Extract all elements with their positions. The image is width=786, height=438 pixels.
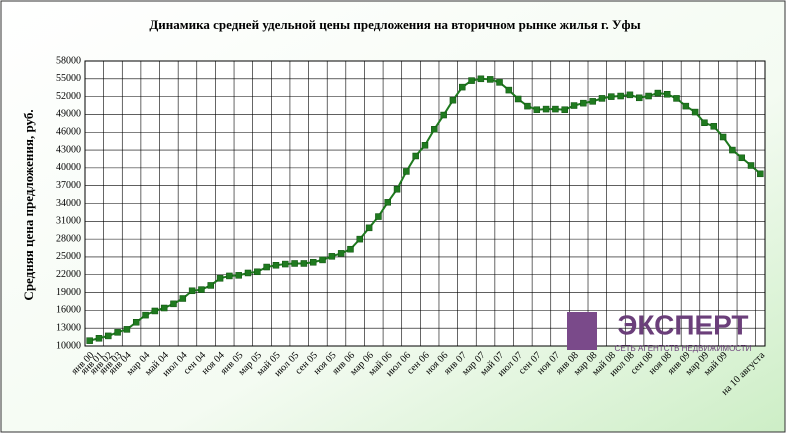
marker (431, 126, 438, 133)
marker (403, 168, 410, 175)
marker (570, 102, 578, 109)
marker (142, 311, 149, 319)
marker (682, 102, 690, 110)
marker (580, 99, 587, 107)
marker (207, 282, 215, 289)
marker (729, 146, 736, 154)
marker (272, 262, 280, 269)
y-tick-label: 49000 (56, 109, 81, 120)
marker (384, 199, 391, 206)
marker (626, 91, 634, 99)
y-tick-label: 46000 (56, 127, 81, 138)
marker (244, 269, 252, 277)
y-tick-label: 22000 (56, 269, 81, 280)
marker (198, 286, 205, 293)
marker (412, 152, 419, 160)
y-tick-label: 31000 (56, 216, 81, 227)
marker (123, 326, 131, 333)
marker (319, 256, 326, 264)
marker (393, 186, 401, 193)
marker (328, 253, 336, 260)
marker (663, 91, 671, 98)
marker (514, 95, 522, 103)
marker (300, 260, 308, 267)
marker (95, 335, 103, 342)
marker (179, 295, 187, 302)
marker (151, 307, 159, 315)
marker (608, 93, 615, 100)
y-tick-label: 55000 (56, 73, 81, 84)
y-tick-label: 37000 (56, 180, 81, 191)
marker (291, 260, 298, 267)
y-axis-label: Средняя цена предложения, руб. (21, 109, 36, 300)
marker (337, 250, 345, 257)
marker (719, 133, 727, 141)
marker (356, 235, 364, 243)
marker (738, 154, 745, 162)
marker (505, 86, 513, 94)
y-tick-label: 13000 (56, 322, 81, 333)
marker (440, 111, 447, 119)
chart-title: Динамика средней удельной цены предложен… (149, 17, 640, 32)
y-tick-label: 25000 (56, 251, 81, 262)
marker (449, 96, 457, 104)
marker (105, 332, 112, 340)
y-tick-label: 52000 (56, 91, 81, 102)
marker (254, 268, 261, 276)
marker (421, 142, 429, 149)
logo: ЭКСПЕРТ СЕТЬ АГЕНТСТВ НЕДВИЖИМОСТИ (567, 309, 752, 353)
marker (468, 77, 475, 84)
marker (561, 106, 568, 113)
marker (365, 224, 373, 232)
marker (701, 119, 708, 126)
marker (598, 95, 606, 102)
marker (589, 98, 596, 105)
y-tick-label: 43000 (56, 144, 81, 155)
marker (114, 329, 121, 336)
marker (496, 79, 503, 86)
y-tick-label: 19000 (56, 287, 81, 298)
marker (552, 105, 559, 113)
marker (263, 263, 270, 271)
marker (216, 275, 224, 282)
marker (160, 304, 168, 312)
marker (235, 272, 242, 279)
y-tick-label: 58000 (56, 55, 81, 66)
logo-icon (567, 312, 597, 350)
marker (524, 102, 531, 110)
marker (282, 260, 289, 268)
marker (533, 106, 541, 113)
marker (542, 105, 550, 113)
marker (459, 83, 466, 91)
marker (710, 123, 718, 130)
marker (188, 287, 196, 295)
y-tick-label: 10000 (56, 340, 81, 351)
marker (375, 213, 382, 220)
logo-subtitle: СЕТЬ АГЕНТСТВ НЕДВИЖИМОСТИ (615, 344, 752, 353)
marker (654, 89, 662, 97)
marker (691, 108, 699, 116)
logo-text: ЭКСПЕРТ (617, 309, 748, 340)
marker (747, 162, 755, 169)
y-tick-label: 16000 (56, 305, 81, 316)
marker (347, 245, 354, 253)
marker (635, 94, 643, 102)
marker (645, 92, 652, 100)
marker (673, 95, 680, 102)
y-tick-label: 40000 (56, 162, 81, 173)
y-tick-label: 28000 (56, 233, 81, 244)
marker (617, 92, 624, 100)
marker (132, 319, 140, 326)
y-tick-label: 34000 (56, 198, 81, 209)
marker (486, 76, 494, 83)
marker (477, 75, 485, 83)
marker (226, 272, 233, 280)
marker (86, 337, 93, 344)
marker (757, 170, 764, 178)
marker (309, 259, 317, 266)
marker (170, 300, 177, 308)
